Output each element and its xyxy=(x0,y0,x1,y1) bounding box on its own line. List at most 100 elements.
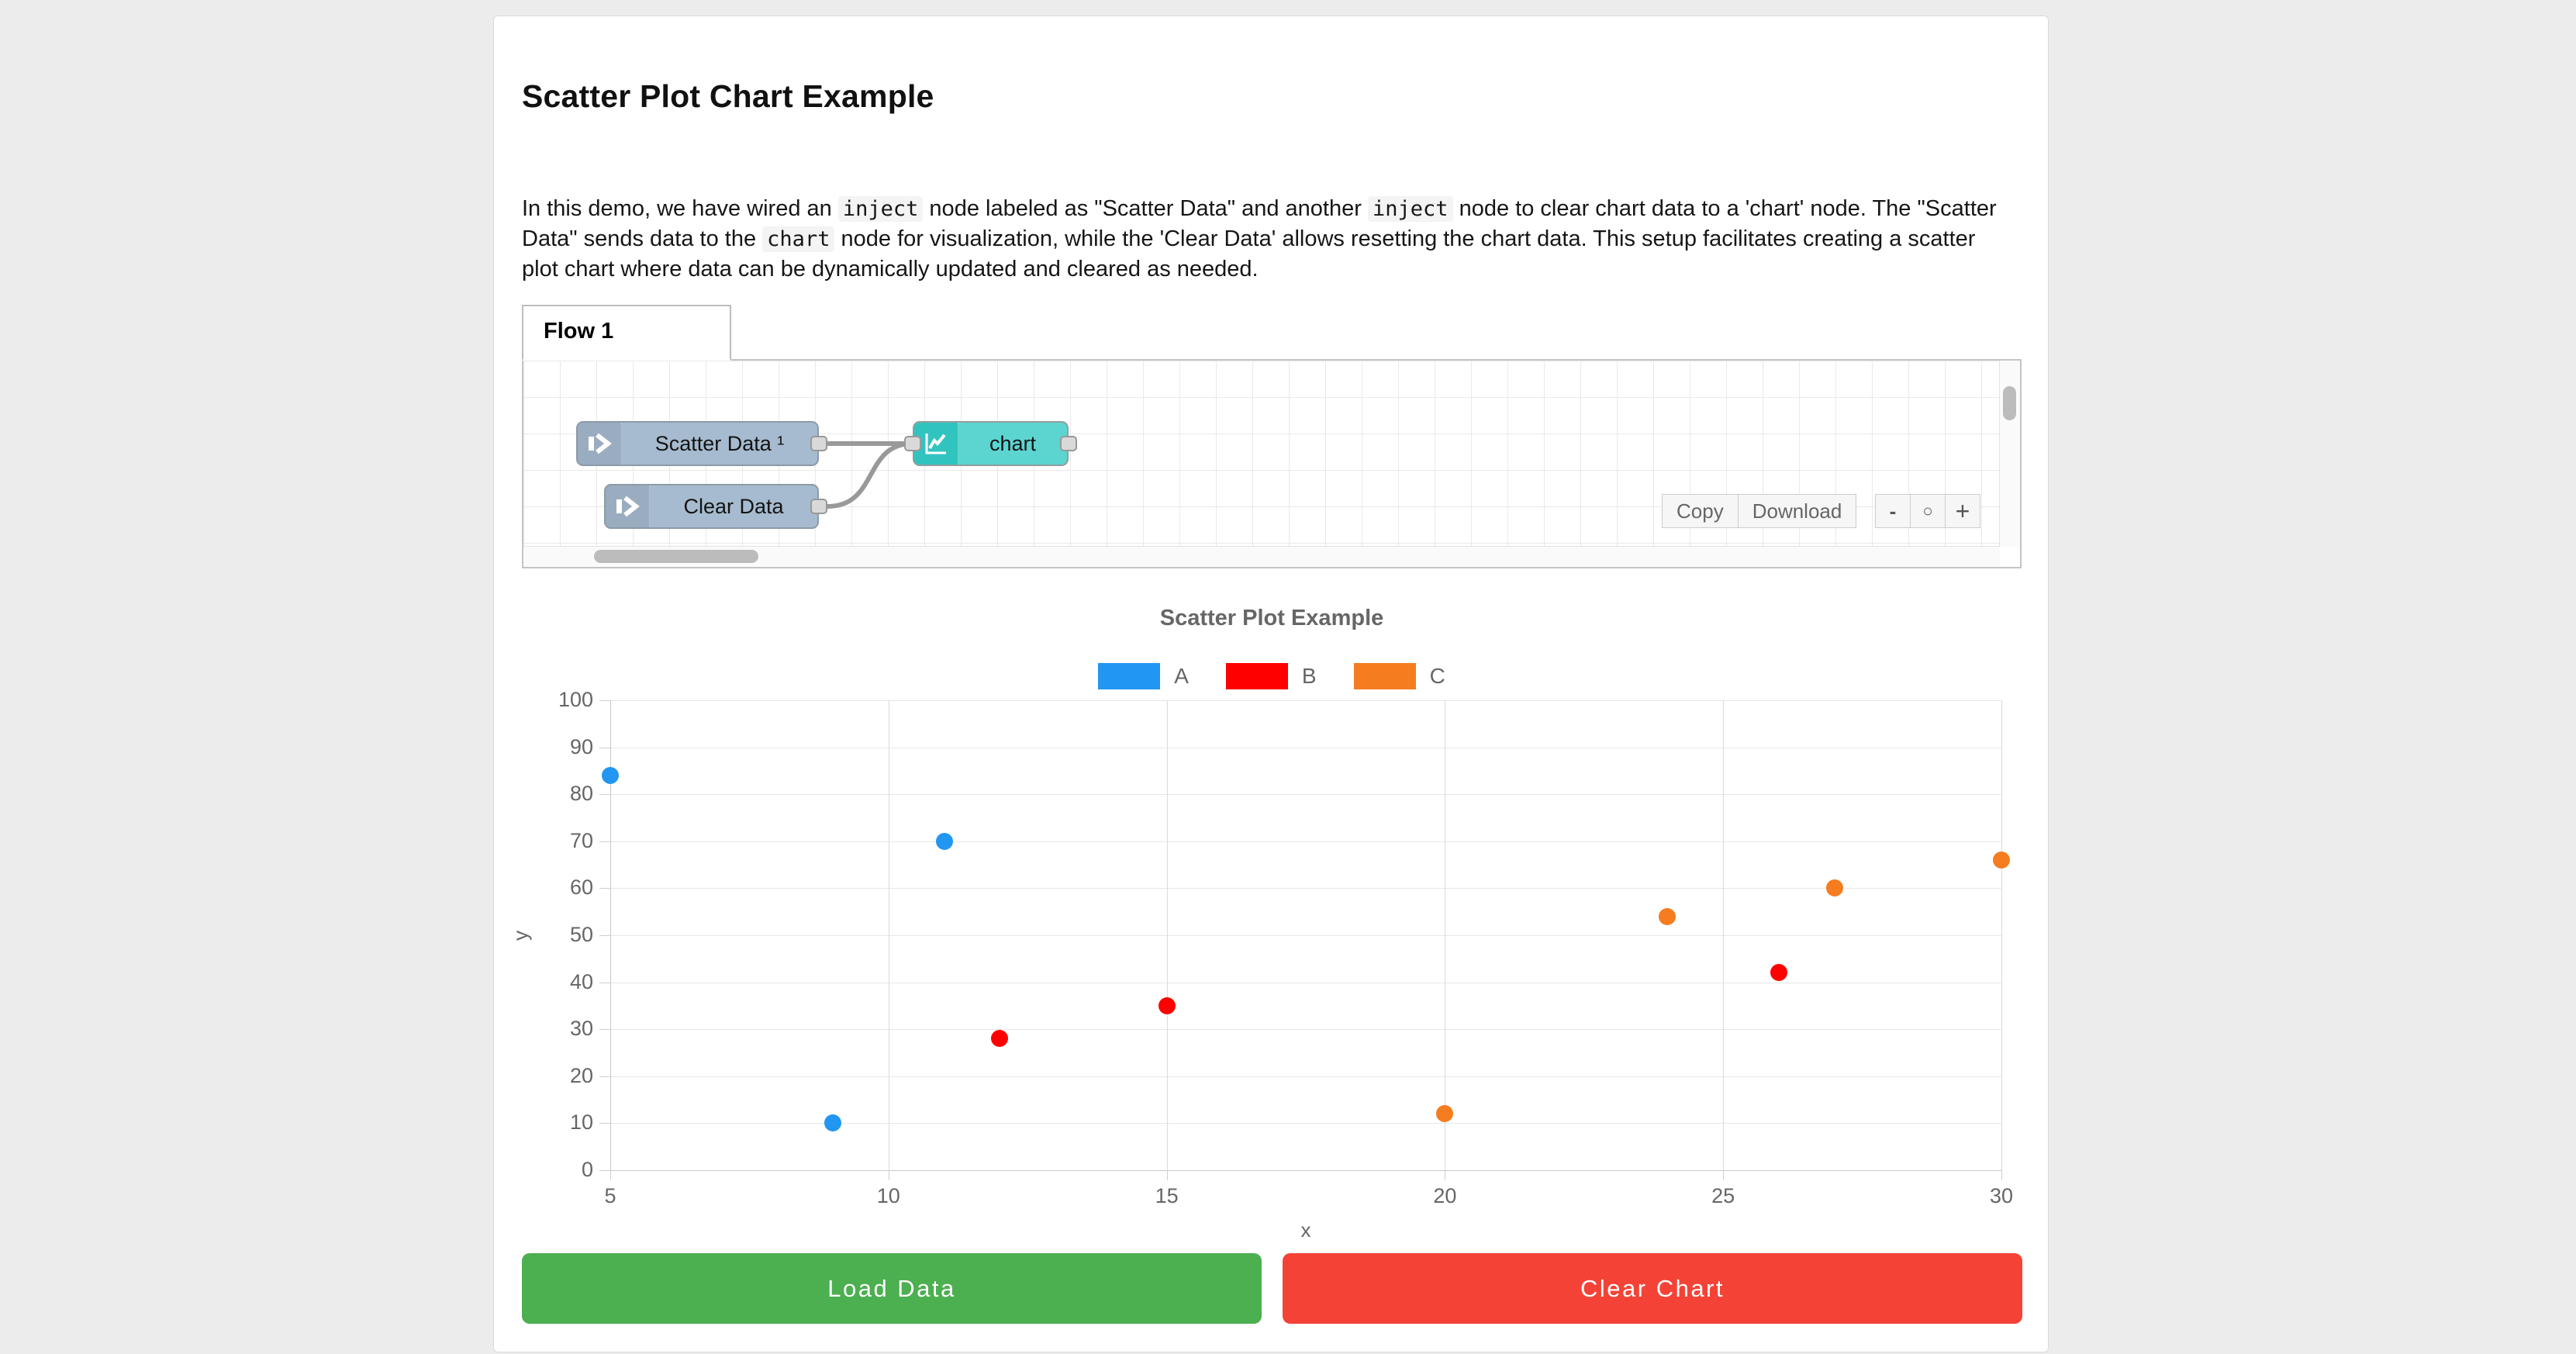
wire-clear-to-chart[interactable] xyxy=(825,441,915,509)
port-chart-output[interactable] xyxy=(1060,436,1077,451)
node-scatter-data[interactable]: Scatter Data ¹ xyxy=(576,421,819,466)
inject-icon xyxy=(578,423,622,465)
inline-code: chart xyxy=(762,226,835,252)
inline-code: inject xyxy=(837,196,924,222)
description-segment: In this demo, we have wired an xyxy=(522,196,838,221)
legend-label: B xyxy=(1301,664,1317,688)
x-tick-label: 10 xyxy=(876,1184,900,1207)
wires-layer xyxy=(825,441,915,509)
flow-tab[interactable]: Flow 1 xyxy=(522,305,731,361)
tick-x xyxy=(1723,1170,1725,1180)
legend-item-A[interactable]: A xyxy=(1098,663,1189,689)
y-tick-label: 30 xyxy=(569,1017,593,1041)
node-clear-data[interactable]: Clear Data xyxy=(604,484,819,529)
data-point-C-24-54 xyxy=(1659,907,1676,925)
gridline-y-30 xyxy=(610,1029,2001,1031)
line-chart-icon xyxy=(914,423,958,465)
tick-x xyxy=(2001,1170,2002,1180)
horizontal-scrollbar-thumb[interactable] xyxy=(594,550,758,563)
gridline-y-0 xyxy=(610,1170,2001,1171)
y-tick-label: 10 xyxy=(569,1110,593,1135)
y-tick-label: 80 xyxy=(569,782,593,806)
y-tick-label: 90 xyxy=(569,734,593,758)
legend-label: C xyxy=(1429,664,1445,688)
y-tick-label: 20 xyxy=(569,1063,593,1087)
port-clear-output[interactable] xyxy=(810,499,827,514)
legend-label: A xyxy=(1174,664,1189,688)
zoom-out-button[interactable]: - xyxy=(1875,494,1911,528)
tick-x xyxy=(1166,1170,1168,1180)
copy-button[interactable]: Copy xyxy=(1662,494,1739,528)
data-point-A-9-10 xyxy=(824,1114,842,1132)
data-point-A-5-84 xyxy=(602,766,619,784)
x-tick-label: 25 xyxy=(1711,1184,1735,1207)
port-scatter-output[interactable] xyxy=(810,436,827,451)
vertical-scrollbar-track[interactable] xyxy=(1999,361,2020,547)
y-tick-label: 50 xyxy=(569,923,593,946)
node-label: Clear Data xyxy=(683,494,784,518)
gridline-y-100 xyxy=(610,700,2001,701)
y-tick-label: 100 xyxy=(558,688,593,711)
vertical-scrollbar-thumb[interactable] xyxy=(2003,386,2016,420)
horizontal-scrollbar-track[interactable] xyxy=(523,546,2000,567)
legend-swatch xyxy=(1353,663,1416,689)
inject-icon xyxy=(606,485,650,527)
download-button[interactable]: Download xyxy=(1737,494,1857,528)
gridline-y-10 xyxy=(610,1123,2001,1124)
legend-item-B[interactable]: B xyxy=(1225,663,1317,689)
data-point-B-15-35 xyxy=(1158,997,1176,1014)
inline-code: inject xyxy=(1367,196,1453,222)
x-tick-label: 20 xyxy=(1433,1184,1457,1207)
clear-chart-button[interactable]: Clear Chart xyxy=(1283,1253,2022,1324)
gridline-y-60 xyxy=(610,888,2001,889)
chart-legend: A B C xyxy=(522,663,2022,689)
x-tick-label: 5 xyxy=(604,1184,616,1207)
port-chart-input[interactable] xyxy=(904,436,921,451)
gridline-x-15 xyxy=(1166,700,1168,1170)
tick-y xyxy=(599,888,610,889)
description-segment: node to clear chart data to a 'chart' no… xyxy=(522,196,1997,251)
tick-y xyxy=(599,935,610,936)
data-point-B-26-42 xyxy=(1770,964,1787,982)
data-point-C-27-60 xyxy=(1825,879,1843,897)
gridline-y-70 xyxy=(610,841,2001,842)
legend-swatch xyxy=(1098,663,1161,689)
load-data-button[interactable]: Load Data xyxy=(522,1253,1262,1324)
x-tick-label: 30 xyxy=(1989,1184,2014,1207)
x-axis-label: x xyxy=(1300,1218,1311,1242)
y-tick-label: 40 xyxy=(569,969,593,993)
zoom-button-group: - ○ + xyxy=(1875,494,1980,528)
zoom-reset-button[interactable]: ○ xyxy=(1910,494,1946,528)
y-axis-label: y xyxy=(509,931,532,941)
description-text: In this demo, we have wired an inject no… xyxy=(522,194,2001,285)
data-point-A-11-70 xyxy=(935,832,953,850)
gridline-x-30 xyxy=(2001,700,2002,1170)
gridline-y-80 xyxy=(610,794,2001,796)
tick-y xyxy=(599,1029,610,1031)
node-label: chart xyxy=(989,431,1037,455)
tick-y xyxy=(599,841,610,842)
zoom-in-button[interactable]: + xyxy=(1945,494,1980,528)
description-segment: node labeled as "Scatter Data" and anoth… xyxy=(923,196,1368,221)
flow-canvas[interactable]: Scatter Data ¹ Clear Data xyxy=(522,359,2022,568)
y-tick-label: 70 xyxy=(569,828,593,852)
chart-section: Scatter Plot Example A B C 0 10 20 30 40 50 60 70… xyxy=(494,592,2048,1251)
y-tick-label: 60 xyxy=(569,876,593,900)
gridline-x-25 xyxy=(1723,700,1725,1170)
gridline-y-50 xyxy=(610,935,2001,936)
chart-title: Scatter Plot Example xyxy=(1159,606,1384,630)
node-label: Scatter Data ¹ xyxy=(654,431,785,455)
description-segment: node for visualization, while the 'Clear… xyxy=(522,226,1976,282)
legend-swatch xyxy=(1225,663,1288,689)
legend-item-C[interactable]: C xyxy=(1353,663,1445,689)
content-card: Scatter Plot Chart Example In this demo,… xyxy=(493,16,2049,1352)
node-chart[interactable]: chart xyxy=(913,421,1069,466)
tick-y xyxy=(599,1123,610,1124)
tick-y xyxy=(599,794,610,796)
tick-x xyxy=(610,1170,611,1180)
plot-area: 0 10 20 30 40 50 60 70 80 90 100 5 10 15 20 25 30 xyxy=(558,688,2013,1207)
page-title: Scatter Plot Chart Example xyxy=(522,78,934,114)
x-tick-label: 15 xyxy=(1155,1184,1179,1207)
data-point-C-20-12 xyxy=(1436,1105,1454,1123)
